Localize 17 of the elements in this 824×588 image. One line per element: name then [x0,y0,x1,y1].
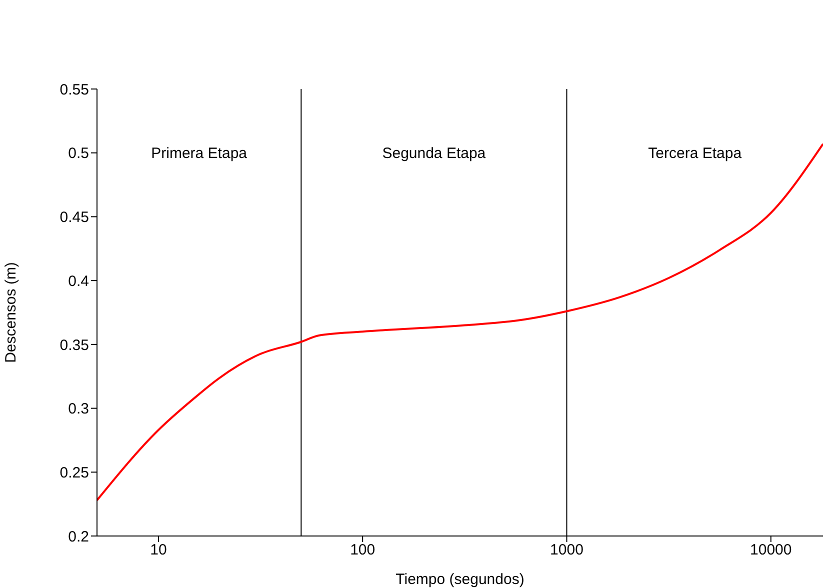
annotation: Primera Etapa [151,145,248,162]
y-axis-title: Descensos (m) [2,262,20,363]
y-tick-label: 0.2 [68,528,89,546]
y-tick-label: 0.25 [60,464,89,482]
x-axis-title: Tiempo (segundos) [396,571,524,588]
annotation: Segunda Etapa [382,145,486,162]
annotation: Tercera Etapa [648,145,742,162]
y-tick-label: 0.55 [60,81,89,98]
x-tick-label: 10 [150,542,167,559]
y-tick-label: 0.5 [68,145,89,162]
y-tick-label: 0.3 [68,400,89,418]
x-tick-label: 100 [350,542,376,559]
x-tick-label: 10000 [750,542,792,559]
y-tick-label: 0.45 [60,209,89,226]
y-tick-label: 0.35 [60,336,89,354]
x-tick-label: 1000 [550,542,584,559]
y-tick-label: 0.4 [68,272,89,290]
